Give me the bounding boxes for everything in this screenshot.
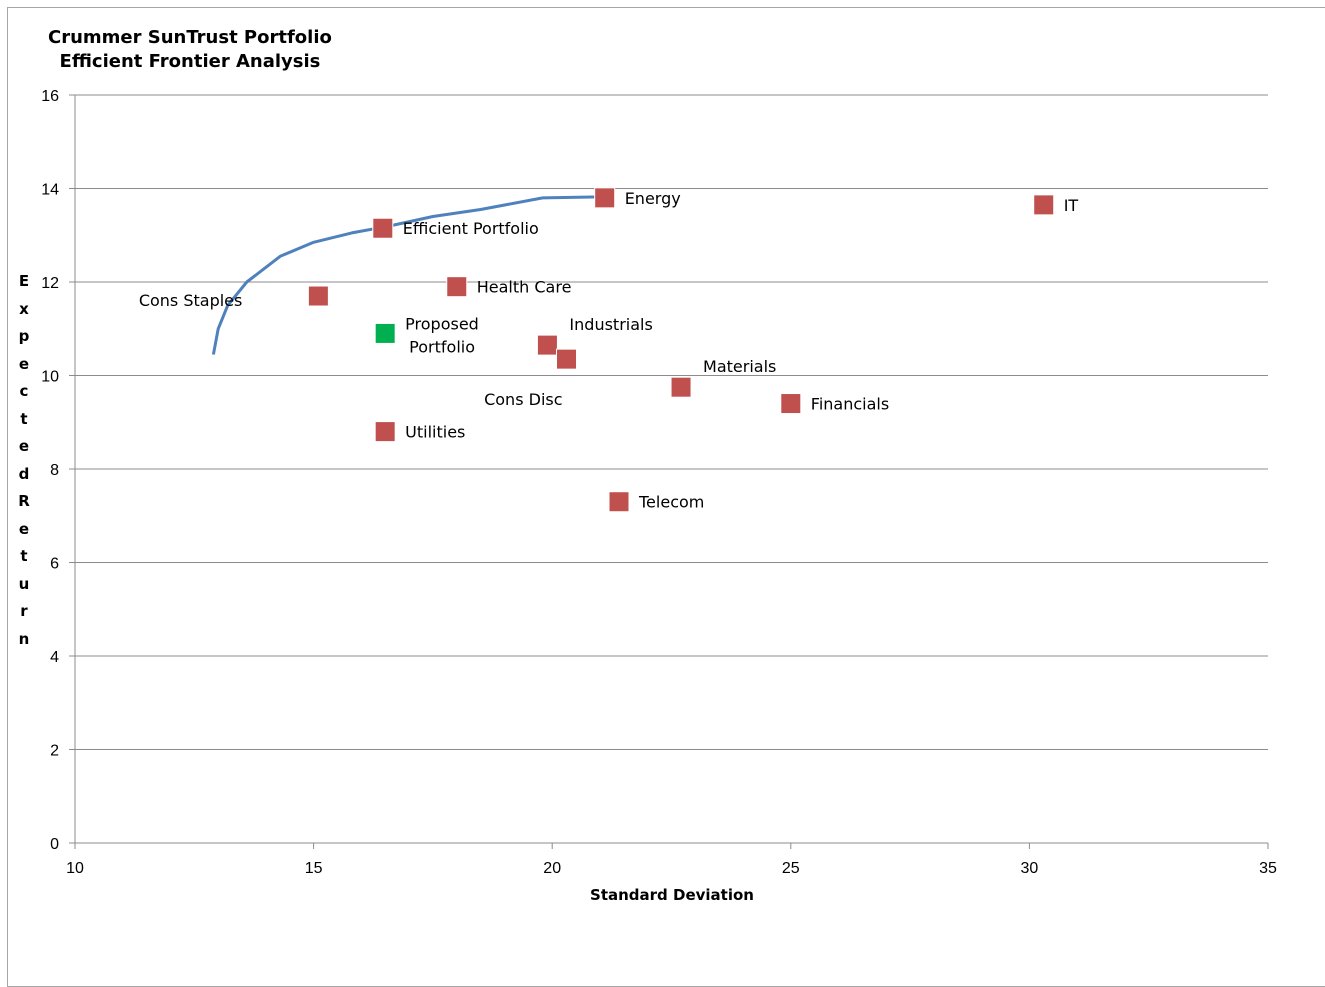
x-axis-label: Standard Deviation (590, 886, 754, 904)
point-label-industrials: Industrials (569, 315, 652, 334)
point-label-financials: Financials (811, 395, 889, 414)
x-tick-label: 20 (543, 860, 561, 877)
point-proposed-portfolio (374, 322, 396, 344)
point-label-health-care: Health Care (477, 278, 572, 297)
point-energy (594, 187, 616, 209)
scatter-plot: 0 2 4 6 8 10 12 14 16 10 15 20 25 30 35 Cons Staples Eff… (41, 88, 1277, 877)
y-tick-label: 8 (50, 462, 59, 479)
point-materials (670, 376, 692, 398)
point-industrials (536, 334, 558, 356)
x-tick-label: 35 (1259, 860, 1277, 877)
chart-title-line-1: Crummer SunTrust Portfolio (48, 27, 332, 48)
y-tick-label: 12 (41, 275, 59, 292)
point-label-utilities: Utilities (405, 423, 465, 442)
y-tick-label: 4 (50, 649, 59, 666)
y-tick-label: 10 (41, 369, 59, 386)
point-label-cons-disc: Cons Disc (484, 390, 562, 409)
point-label-telecom: Telecom (638, 493, 704, 512)
x-tick-label: 15 (305, 860, 323, 877)
point-label-energy: Energy (625, 189, 681, 208)
point-telecom (608, 491, 630, 513)
y-tick-label: 2 (50, 743, 59, 760)
x-tick-label: 10 (66, 860, 84, 877)
point-label-cons-staples: Cons Staples (139, 291, 243, 310)
point-utilities (374, 421, 396, 443)
y-tick-label: 16 (41, 88, 59, 105)
point-label-efficient-portfolio: Efficient Portfolio (403, 219, 539, 238)
y-axis-label: Expected Return (18, 272, 35, 648)
x-tick-label: 30 (1021, 860, 1039, 877)
point-efficient-portfolio (372, 217, 394, 239)
point-label-it: IT (1064, 196, 1079, 215)
y-tick-label: 14 (41, 182, 59, 199)
chart-title: Crummer SunTrust Portfolio Efficient Fro… (48, 26, 332, 74)
point-label-proposed-portfolio: Portfolio (409, 337, 475, 356)
chart-frame (7, 7, 1325, 987)
point-it (1033, 194, 1055, 216)
point-health-care (446, 276, 468, 298)
point-label-materials: Materials (703, 357, 776, 376)
point-label-proposed-portfolio: Proposed (405, 314, 479, 333)
y-tick-label: 6 (50, 556, 59, 573)
efficient-frontier-line (211, 195, 600, 355)
point-financials (780, 393, 802, 415)
point-cons-disc (556, 348, 578, 370)
y-tick-label: 0 (50, 836, 59, 853)
chart-title-line-2: Efficient Frontier Analysis (59, 51, 321, 72)
point-cons-staples (307, 285, 329, 307)
x-tick-label: 25 (782, 860, 800, 877)
